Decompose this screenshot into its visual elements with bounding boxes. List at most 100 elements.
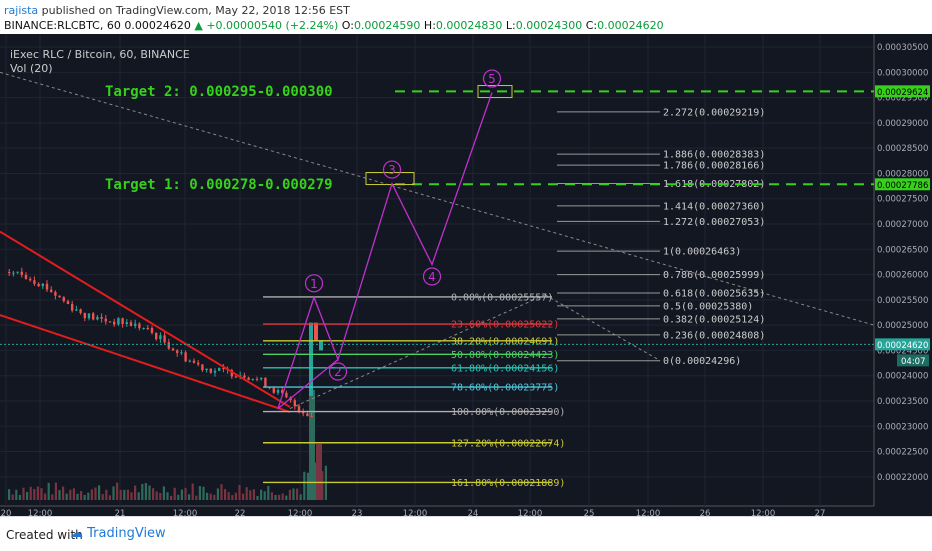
candle-body — [54, 292, 57, 296]
volume-bar — [270, 492, 273, 500]
volume-legend: Vol (20) — [10, 62, 53, 75]
published-text: published on TradingView.com, May 22, 20… — [41, 4, 350, 17]
chart-area[interactable]: 0.00030500 0.00030000 0.00029500 0.00029000… — [0, 34, 932, 516]
x-tick-label: 27 — [815, 509, 826, 516]
volume-bar — [69, 489, 72, 500]
volume-bar — [29, 486, 32, 500]
wave-label: 4 — [428, 270, 436, 284]
candle-body — [50, 289, 53, 293]
volume-bar — [206, 492, 209, 500]
volume-bar — [15, 489, 18, 500]
y-tick-label: 0.00028500 — [877, 144, 928, 154]
volume-bar — [177, 494, 180, 500]
candle-body — [201, 364, 204, 371]
fib-retracement-label: 78.60%(0.00023775) — [451, 383, 559, 394]
volume-bar — [116, 482, 119, 500]
candle-body — [41, 283, 44, 287]
candle-body — [96, 316, 99, 320]
volume-bar — [58, 490, 61, 500]
ohlc-line: BINANCE:RLCBTC, 60 0.00024620 ▲ +0.00000… — [4, 19, 664, 32]
tradingview-label: TradingView — [87, 526, 166, 541]
candle-body — [184, 352, 187, 362]
volume-bar — [296, 488, 299, 500]
volume-bar — [134, 485, 137, 500]
target-label: Target 1: 0.000278-0.000279 — [105, 177, 333, 193]
candle-body — [12, 272, 15, 274]
y-tick-label: 0.00030500 — [877, 43, 928, 53]
volume-bar — [263, 491, 266, 500]
footer: Created with ☁ TradingView — [0, 516, 932, 551]
breakout-candle — [319, 340, 323, 351]
x-tick-label: 22 — [235, 509, 246, 516]
candle-body — [150, 328, 154, 333]
volume-bar — [198, 486, 201, 500]
volume-bar — [188, 494, 191, 500]
candle-body — [8, 272, 11, 274]
candle-body — [209, 368, 212, 373]
volume-bar — [87, 492, 90, 500]
trendline-dashed — [0, 71, 875, 326]
candle-body — [45, 283, 49, 290]
volume-bar — [267, 485, 270, 500]
wave-label: 1 — [310, 277, 318, 291]
candle-body — [138, 323, 141, 329]
volume-bar — [299, 494, 302, 500]
target-zone-box — [477, 85, 513, 99]
y-tick-label: 0.00029500 — [877, 94, 928, 104]
candle-body — [155, 332, 158, 340]
last-price-box — [875, 338, 930, 351]
y-tick-label: 0.00025500 — [877, 296, 928, 306]
candle-body — [129, 322, 133, 326]
volume-bar — [321, 471, 324, 500]
x-tick-label: 20 — [1, 509, 12, 516]
candle-body — [92, 313, 95, 320]
volume-bar — [281, 493, 284, 500]
symbol-label: BINANCE:RLCBTC, 60 — [4, 19, 121, 32]
x-tick-label: 12:00 — [751, 509, 776, 516]
volume-bar — [306, 472, 309, 500]
wedge-lower-line — [0, 314, 291, 414]
volume-bar — [180, 489, 183, 500]
volume-bar — [22, 487, 25, 500]
candle-body — [16, 271, 19, 273]
fib-retracement-label: 38.20%(0.00024691) — [451, 336, 559, 347]
candle-body — [87, 313, 91, 319]
volume-bar — [209, 493, 212, 500]
volume-bar — [202, 486, 205, 500]
candle-body — [310, 416, 313, 418]
candle-body — [176, 350, 179, 353]
volume-bar — [80, 491, 83, 500]
volume-bar — [148, 485, 151, 500]
candle-body — [33, 280, 36, 284]
candle-body — [171, 348, 175, 351]
volume-bar — [36, 486, 39, 500]
last-price-label: 0.00024620 — [877, 341, 928, 351]
volume-bar — [285, 495, 288, 500]
elliott-wave-path — [277, 92, 493, 409]
y-tick-label: 0.00023000 — [877, 422, 928, 432]
volume-bar — [152, 488, 155, 500]
volume-bar — [33, 489, 36, 500]
candle-body — [134, 323, 137, 326]
x-tick-label: 21 — [115, 509, 126, 516]
candle-body — [302, 411, 305, 414]
fib-extension-label: 0(0.00024296) — [663, 356, 741, 367]
elliott-wave-path — [277, 359, 339, 410]
wave-label: 3 — [388, 163, 396, 177]
fib-retracement-label: 50.00%(0.00024423) — [451, 350, 559, 361]
target-price-box — [875, 178, 930, 191]
candle-body — [75, 309, 78, 311]
candle-body — [29, 278, 32, 281]
author-link[interactable]: rajista — [4, 4, 39, 17]
y-tick-label: 0.00026000 — [877, 271, 928, 281]
volume-bar — [44, 493, 47, 500]
chart-legend: iExec RLC / Bitcoin, 60, BINANCE — [10, 48, 190, 61]
candle-body — [100, 316, 103, 319]
volume-bar — [51, 494, 54, 500]
volume-bar — [105, 489, 108, 500]
fib-retracement-label: 100.00%(0.00023290) — [451, 407, 565, 418]
tradingview-logo[interactable]: ☁ TradingView — [70, 526, 166, 541]
x-tick-label: 12:00 — [173, 509, 198, 516]
volume-bar — [123, 489, 126, 500]
candle-body — [83, 313, 86, 319]
